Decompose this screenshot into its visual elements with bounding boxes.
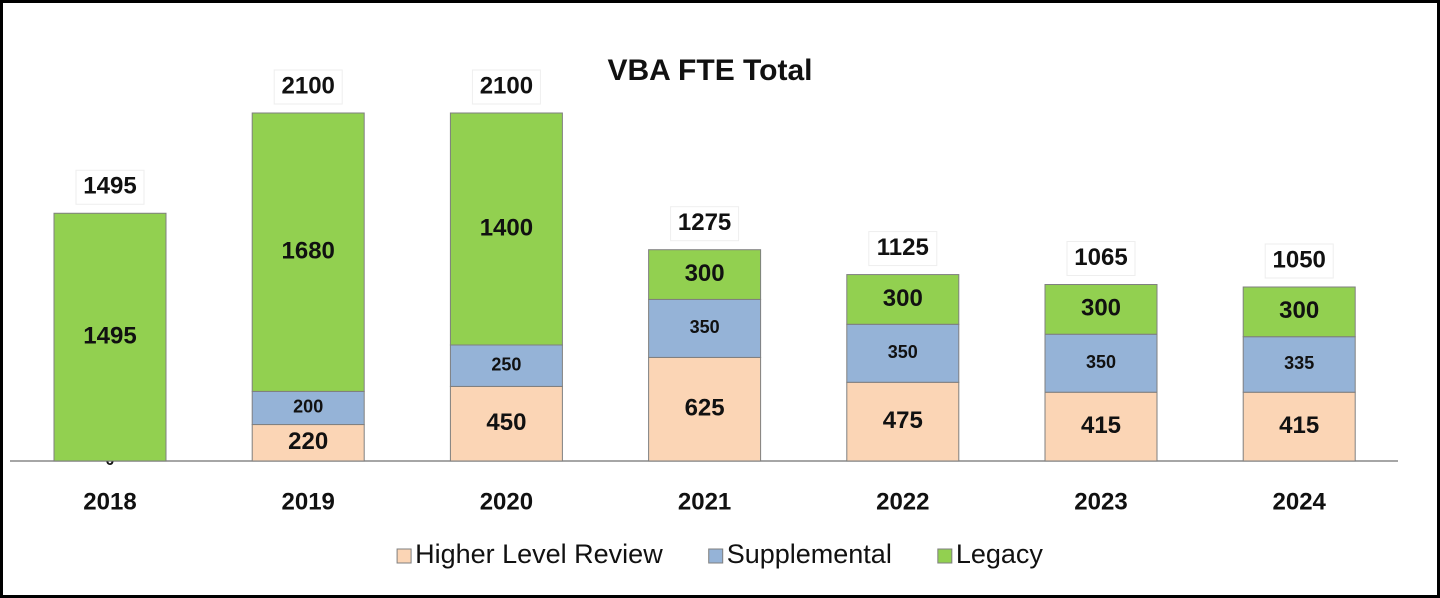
bar-segment — [251, 112, 365, 392]
chart-title: VBA FTE Total — [608, 54, 813, 87]
x-tick-label: 2019 — [282, 488, 335, 515]
data-label: 350 — [888, 342, 918, 362]
data-label: 1400 — [480, 214, 533, 241]
data-label: 415 — [1279, 412, 1319, 439]
data-label: 200 — [293, 397, 323, 417]
legend-label: Supplemental — [727, 539, 892, 569]
total-label: 2100 — [282, 72, 335, 99]
bar-segment — [1242, 391, 1356, 462]
data-label: 475 — [883, 407, 923, 434]
total-label-box — [471, 69, 541, 105]
total-label: 1275 — [678, 209, 731, 236]
data-label: 350 — [1086, 352, 1116, 372]
bar-segment — [251, 424, 365, 462]
data-label: 250 — [491, 354, 521, 374]
bar-segment — [648, 249, 762, 300]
total-label-box — [75, 169, 145, 205]
total-label: 2100 — [480, 72, 533, 99]
bar-segment — [1242, 286, 1356, 338]
total-label: 1050 — [1273, 246, 1326, 273]
data-label: 220 — [288, 428, 328, 455]
legend-label: Higher Level Review — [415, 539, 663, 569]
x-tick-label: 2021 — [678, 488, 731, 515]
data-label: 300 — [1081, 295, 1121, 322]
x-tick-label: 2024 — [1273, 488, 1327, 515]
legend-marker — [396, 548, 412, 564]
total-label-box — [273, 69, 343, 105]
total-label: 1065 — [1074, 244, 1127, 271]
data-label: 300 — [1279, 297, 1319, 324]
bar-segment — [1044, 284, 1158, 335]
total-label: 1495 — [83, 173, 136, 200]
data-label: 1680 — [282, 238, 335, 265]
x-tick-label: 2022 — [876, 488, 929, 515]
data-label: 335 — [1284, 353, 1314, 373]
legend-marker — [937, 548, 953, 564]
bar-segment — [648, 356, 762, 462]
legend-marker — [708, 548, 724, 564]
data-label: 450 — [486, 409, 526, 436]
total-label-box — [670, 206, 740, 242]
data-label: 1495 — [83, 322, 136, 349]
bar-segment — [846, 274, 960, 325]
bar-segment — [449, 385, 563, 462]
bar-segment — [251, 390, 365, 426]
bar-segment — [449, 344, 563, 387]
x-tick-label: 2023 — [1074, 488, 1127, 515]
data-label: 415 — [1081, 412, 1121, 439]
data-label: 350 — [690, 317, 720, 337]
total-label: 1125 — [877, 234, 929, 261]
bar-segment — [449, 112, 563, 346]
legend-label: Legacy — [956, 539, 1044, 569]
data-label: 300 — [883, 285, 923, 312]
data-label: 300 — [685, 260, 725, 287]
total-label-box — [1066, 241, 1136, 277]
bar-segment — [53, 212, 167, 462]
x-tick-label: 2018 — [83, 488, 136, 515]
bar-segment — [1242, 336, 1356, 393]
data-label: 625 — [685, 395, 725, 422]
x-tick-label: 2020 — [480, 488, 533, 515]
bar-segment — [648, 298, 762, 358]
total-label-box — [868, 231, 938, 267]
total-label-box — [1264, 243, 1334, 279]
